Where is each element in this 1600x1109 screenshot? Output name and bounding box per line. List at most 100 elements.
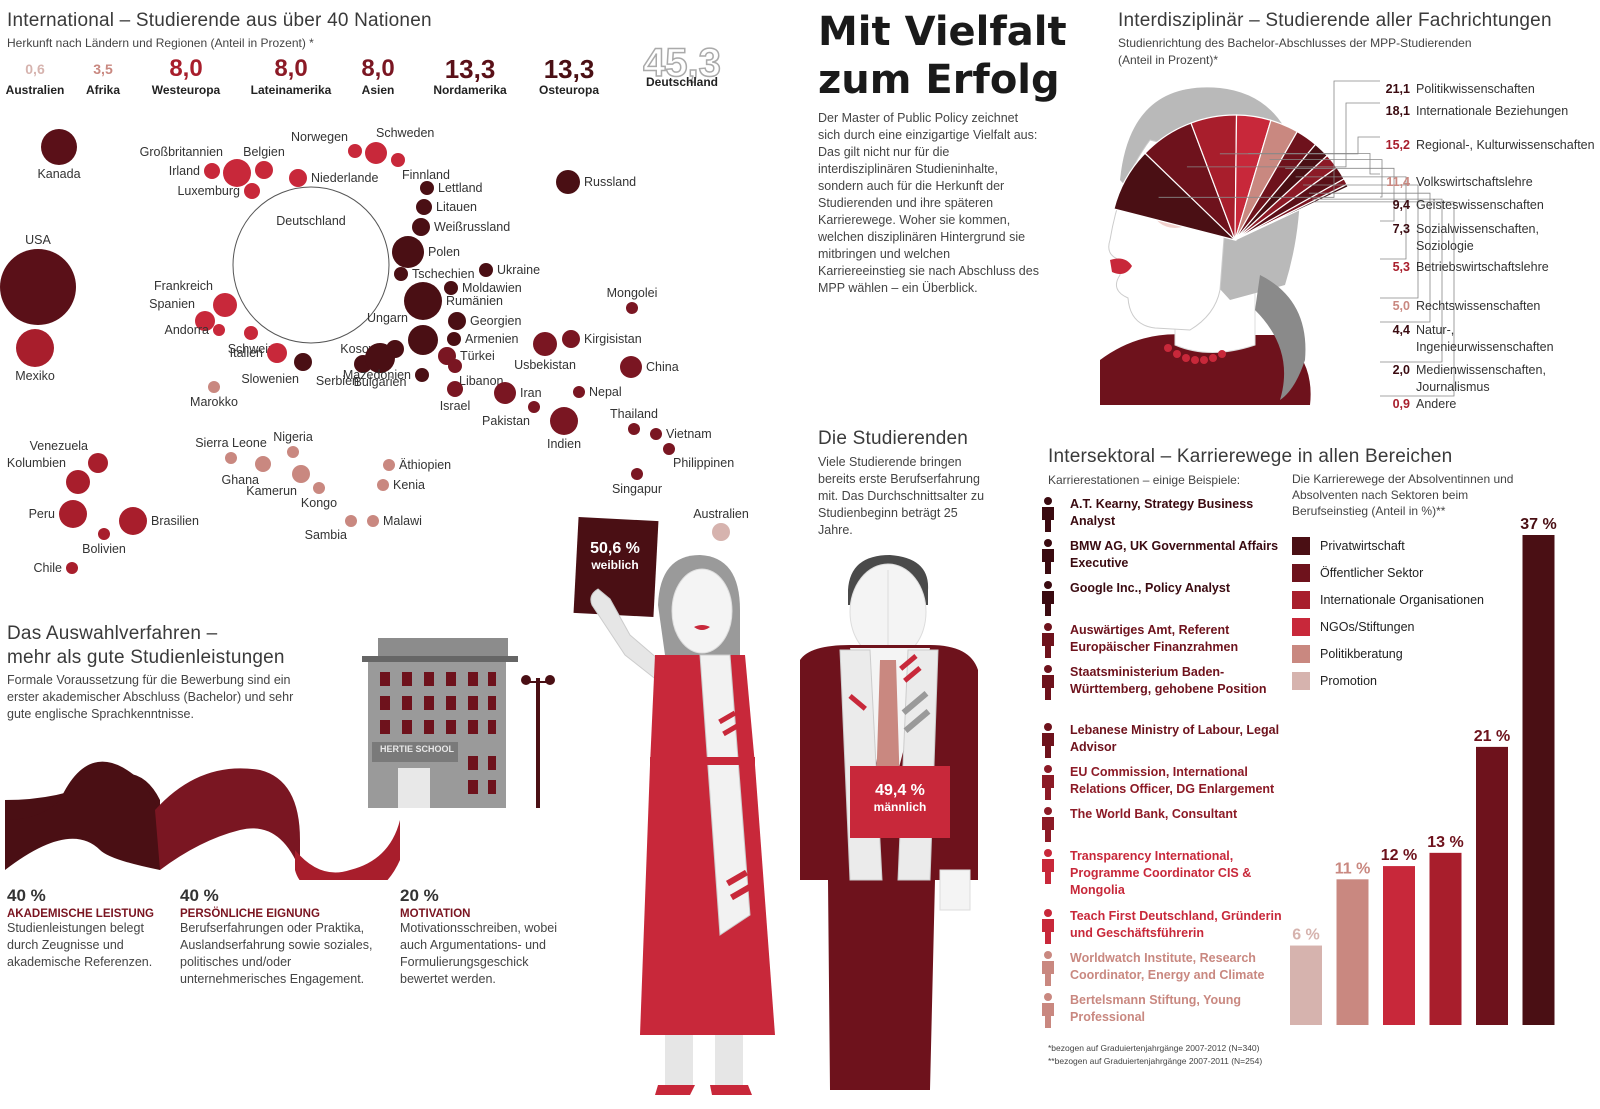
country-label: Kamerun (246, 484, 297, 498)
country-label: Philippinen (673, 456, 734, 470)
country-bubble: Chile (34, 561, 78, 575)
country-bubble-circle (59, 500, 87, 528)
country-bubble-map: Kanada USA Mexiko Großbritannien Irland Belgi… (0, 126, 749, 575)
country-bubble: Kamerun (246, 465, 310, 498)
discipline-label: Betriebswirtschaftslehre (1416, 260, 1549, 274)
country-bubble: Peru (29, 500, 87, 528)
country-label: Singapur (612, 482, 662, 496)
country-bubble: Pakistan (482, 401, 540, 428)
country-bubble-circle (479, 263, 493, 277)
career-text: The World Bank, Consultant (1070, 807, 1238, 821)
country-bubble: Australien (693, 507, 749, 541)
region-stat-label: Westeuropa (151, 83, 221, 97)
country-bubble-circle (383, 459, 395, 471)
country-bubble: Mongolei (607, 286, 657, 314)
person-icon (1040, 622, 1062, 663)
country-label: Italien (230, 346, 263, 360)
country-bubble-circle (213, 293, 237, 317)
country-bubble-circle (628, 423, 640, 435)
country-bubble: Belgien (243, 145, 285, 179)
legend-item: NGOs/Stiftungen (1292, 613, 1552, 640)
discipline-value: 5,3 (1392, 260, 1410, 274)
country-label: Venezuela (30, 439, 88, 453)
country-label: Ghana (221, 473, 259, 487)
country-bubble: USA (0, 233, 76, 325)
country-label: USA (25, 233, 51, 247)
region-stat-value: 13,3 (444, 54, 496, 84)
sector-bar-label: 11 % (1335, 860, 1371, 877)
country-bubble-circle (287, 446, 299, 458)
country-label: Nigeria (273, 430, 313, 444)
career-item: Staatsministerium Baden-Württemberg, geh… (1040, 664, 1290, 705)
criterion-title: AKADEMISCHE LEISTUNG (7, 908, 154, 920)
country-label: Finnland (402, 168, 450, 182)
discipline-item: 5,3 Betriebswirtschaftslehre (1380, 259, 1595, 276)
career-text: Bertelsmann Stiftung, Young Professional (1070, 993, 1242, 1024)
country-label: Moldawien (462, 281, 522, 295)
sector-bar-chart: 6 % 11 % 12 % 13 % 21 % 37 % (1290, 516, 1557, 1025)
discipline-item: 15,2 Regional-, Kulturwissenschaften (1380, 137, 1595, 154)
intersectoral-title: Intersektoral – Karrierewege in allen Be… (1048, 446, 1453, 467)
country-label: Frankreich (154, 279, 213, 293)
person-icon (1040, 722, 1062, 763)
country-bubble-circle (573, 386, 585, 398)
country-bubble: Venezuela (30, 439, 108, 473)
country-bubble-circle (533, 332, 557, 356)
country-label: Deutschland (276, 214, 346, 228)
sector-bar-label: 21 % (1474, 728, 1510, 745)
sector-bar (1383, 866, 1415, 1025)
person-icon (1040, 764, 1062, 805)
region-stat-label: Asien (361, 83, 395, 97)
country-label: Bolivien (82, 542, 126, 556)
country-bubble: Kongo (301, 482, 337, 510)
country-label: Usbekistan (514, 358, 576, 372)
intro-text: Der Master of Public Policy zeichnet sic… (818, 111, 1039, 295)
country-bubble: Usbekistan (514, 332, 576, 372)
country-bubble: Mazedonien (343, 368, 429, 382)
country-bubble: Ukraine (479, 263, 540, 277)
country-bubble-circle (494, 382, 516, 404)
male-badge: 49,4 % männlich (850, 766, 950, 838)
shoulders-shape (1100, 334, 1311, 405)
career-item: Bertelsmann Stiftung, Young Professional (1040, 992, 1290, 1033)
legend-swatch (1292, 590, 1310, 609)
person-icon (1040, 580, 1062, 621)
country-bubble: Kirgisistan (562, 330, 642, 348)
main-title-line1: Mit Vielfalt (818, 9, 1067, 55)
country-bubble: Indien (547, 407, 581, 451)
person-icon (1040, 848, 1062, 899)
country-bubble: Serbien (316, 355, 372, 388)
discipline-item: 0,9 Andere (1380, 396, 1595, 413)
discipline-item: 18,1 Internationale Beziehungen (1380, 103, 1595, 120)
country-bubble: Kenia (377, 478, 425, 492)
career-text: EU Commission, International Relations O… (1070, 765, 1275, 796)
country-bubble: Iran (494, 382, 542, 404)
region-stat-value: 3,5 (93, 61, 113, 77)
career-item: Transparency International, Programme Co… (1040, 848, 1290, 899)
country-label: Kanada (37, 167, 80, 181)
country-bubble-circle (408, 325, 438, 355)
sector-bar-label: 12 % (1381, 847, 1417, 864)
country-bubble: Sierra Leone (195, 436, 267, 464)
region-stat-value: 8,0 (361, 55, 395, 82)
region-stat: 8,0 Westeuropa (131, 55, 241, 97)
discipline-leader-line (1248, 153, 1380, 175)
discipline-item: 5,0 Rechtswissenschaften (1380, 298, 1595, 315)
country-bubble-circle (415, 368, 429, 382)
country-bubble: Norwegen (291, 130, 362, 158)
country-bubble: Nepal (573, 385, 622, 399)
discipline-value: 0,9 (1392, 397, 1410, 411)
career-item: Google Inc., Policy Analyst (1040, 580, 1290, 621)
country-bubble-circle (556, 170, 580, 194)
country-label: Niederlande (311, 171, 378, 185)
main-title-line2: zum Erfolg (818, 57, 1060, 103)
criterion: 40 % PERSÖNLICHE EIGNUNG Berufserfahrungen… (180, 886, 385, 988)
region-stat: 8,0 Asien (323, 55, 433, 97)
region-stat-label: Osteuropa (538, 83, 599, 97)
country-bubble: Bolivien (82, 528, 126, 556)
country-label: Malawi (383, 514, 422, 528)
country-bubble-circle (631, 468, 643, 480)
country-bubble-circle (244, 326, 258, 340)
discipline-value: 15,2 (1385, 138, 1410, 152)
sector-bar-label: 13 % (1427, 834, 1463, 851)
